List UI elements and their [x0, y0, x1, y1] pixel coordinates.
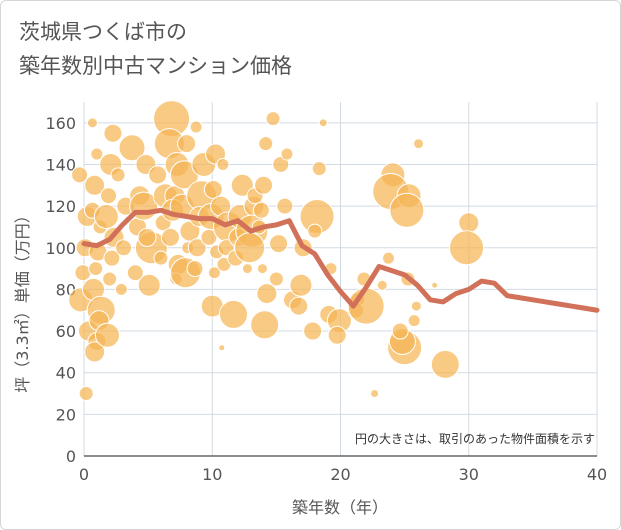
y-tick-label-0: 0 — [66, 447, 76, 466]
bubble-point — [431, 281, 439, 289]
bubble-point — [269, 234, 289, 254]
y-tick-label-40: 40 — [56, 364, 76, 383]
bubble-point — [216, 157, 230, 171]
bubble-point — [370, 389, 380, 399]
bubble-point — [186, 260, 204, 278]
bubble-point — [391, 322, 409, 340]
bubble-point — [407, 314, 421, 328]
x-tick-labels: 0 10 20 30 40 — [79, 465, 607, 484]
bubble-point — [410, 300, 422, 312]
bubble-point — [78, 386, 94, 402]
y-tick-label-160: 160 — [45, 114, 76, 133]
bubble-point — [389, 192, 425, 228]
bubble-point — [94, 322, 120, 348]
y-tick-label-60: 60 — [56, 322, 76, 341]
x-tick-label-40: 40 — [587, 465, 607, 484]
bubble-point — [303, 321, 323, 341]
bubble-point — [218, 344, 226, 352]
x-axis-label: 築年数（年） — [292, 498, 388, 517]
bubble-point — [252, 201, 270, 219]
bubble-point — [327, 325, 347, 345]
bubble-point — [153, 250, 169, 266]
bubble-point — [413, 138, 425, 150]
y-tick-label-120: 120 — [45, 197, 76, 216]
bubble-point — [88, 261, 104, 277]
y-tick-label-140: 140 — [45, 155, 76, 174]
bubble-point — [289, 273, 313, 297]
bubble-point — [230, 173, 254, 197]
bubble-point — [118, 134, 146, 162]
y-tick-label-20: 20 — [56, 405, 76, 424]
bubble-point — [187, 238, 207, 258]
bubble-point — [103, 249, 121, 267]
bubble-point — [93, 204, 119, 230]
bubble-point — [103, 123, 123, 143]
bubble-point — [280, 147, 294, 161]
bubble-point — [382, 251, 395, 265]
bubble-point — [100, 187, 118, 205]
x-tick-label-0: 0 — [79, 465, 89, 484]
bubble-point — [307, 223, 323, 239]
bubble-point — [449, 230, 485, 266]
bubble-point — [376, 279, 388, 291]
bubble-point — [272, 155, 290, 173]
bubble-point — [318, 118, 328, 128]
bubble-point — [114, 282, 128, 296]
bubble-point — [268, 271, 284, 287]
bubble-point — [102, 271, 118, 287]
x-tick-label-30: 30 — [459, 465, 479, 484]
bubble-point — [241, 263, 253, 275]
bubble-point — [148, 165, 168, 185]
bubble-point — [250, 310, 280, 340]
x-tick-label-20: 20 — [330, 465, 350, 484]
y-tick-label-100: 100 — [45, 239, 76, 258]
y-axis-label: 坪（3.3㎡）単価（万円） — [13, 207, 32, 392]
trend-line — [81, 207, 600, 313]
bubble-point — [126, 264, 144, 282]
bubble-point — [207, 266, 221, 280]
chart-title-line-1: 茨城県つくば市の — [19, 20, 187, 44]
bubble-point — [137, 227, 157, 247]
bubble-point — [311, 161, 327, 177]
bubble-point — [86, 117, 98, 129]
bubble-point — [110, 167, 126, 183]
bubble-point — [160, 227, 180, 247]
bubble-point — [219, 299, 248, 329]
bubble-point — [179, 220, 201, 242]
bubble-point — [234, 232, 266, 264]
bubble-point — [90, 147, 104, 161]
bubble-point — [177, 134, 197, 154]
bubble-point — [258, 136, 274, 152]
bubble-point — [203, 179, 223, 199]
bubble-point — [189, 120, 203, 134]
bubble-point — [289, 296, 309, 316]
chart-title-line-2: 築年数別中古マンション価格 — [19, 54, 292, 78]
bubble-point — [265, 111, 281, 127]
bubble-point — [71, 166, 89, 184]
bubble-point — [458, 212, 480, 234]
bubble-point — [84, 174, 106, 196]
size-note: 円の大きさは、取引のあった物件面積を示す — [355, 431, 595, 446]
bubble-point — [256, 283, 278, 305]
x-tick-label-10: 10 — [202, 465, 222, 484]
bubble-point — [84, 341, 106, 363]
chart-title: 茨城県つくば市の 築年数別中古マンション価格 — [19, 15, 292, 83]
bubble-point — [254, 175, 274, 195]
bubble-point — [115, 239, 133, 257]
bubble-point — [430, 349, 460, 379]
bubble-point — [137, 273, 161, 297]
bubble-point — [256, 263, 268, 275]
bubble-point — [276, 197, 294, 215]
